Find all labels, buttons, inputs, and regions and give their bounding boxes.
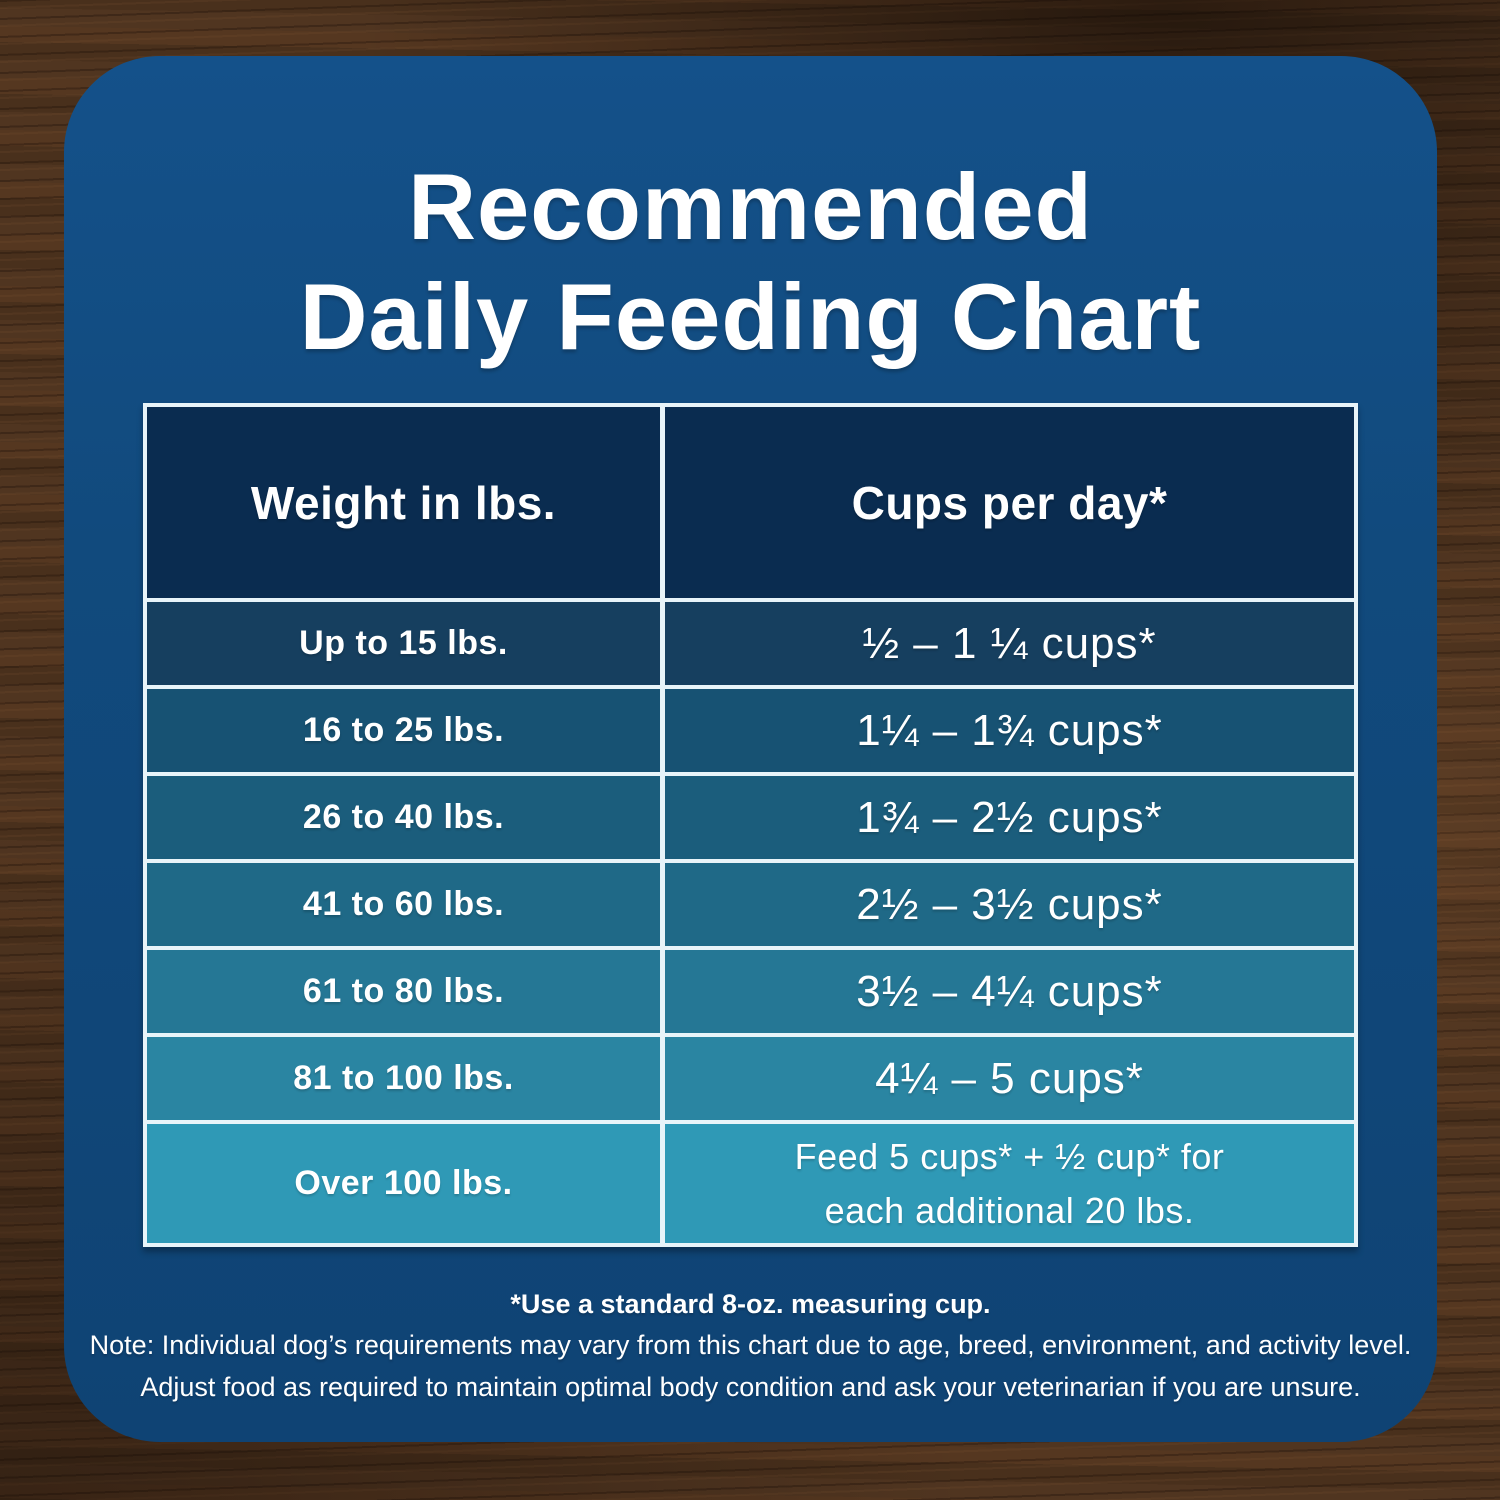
- weight-cell: 26 to 40 lbs.: [147, 776, 660, 859]
- title-line-2: Daily Feeding Chart: [299, 263, 1202, 369]
- cups-cell: Feed 5 cups* + ½ cup* for each additiona…: [665, 1124, 1354, 1243]
- weight-cell: Up to 15 lbs.: [147, 602, 660, 685]
- cups-cell: 3½ – 4¼ cups*: [665, 950, 1354, 1033]
- table-header-row: Weight in lbs. Cups per day*: [147, 407, 1354, 598]
- cups-cell: 2½ – 3½ cups*: [665, 863, 1354, 946]
- title-line-1: Recommended: [408, 154, 1093, 259]
- weight-cell: 41 to 60 lbs.: [147, 863, 660, 946]
- variance-note: Note: Individual dog’s requirements may …: [89, 1330, 1412, 1361]
- feeding-chart-card: Recommended Daily Feeding Chart Weight in…: [64, 56, 1437, 1442]
- table-row: 26 to 40 lbs. 1¾ – 2½ cups*: [147, 776, 1354, 859]
- column-header-cups: Cups per day*: [665, 407, 1354, 598]
- table-row: 16 to 25 lbs. 1¼ – 1¾ cups*: [147, 689, 1354, 772]
- weight-cell: 81 to 100 lbs.: [147, 1037, 660, 1120]
- adjust-note: Adjust food as required to maintain opti…: [140, 1371, 1361, 1402]
- footnotes: *Use a standard 8-oz. measuring cup. Not…: [64, 1288, 1437, 1403]
- weight-cell: 61 to 80 lbs.: [147, 950, 660, 1033]
- cups-cell: 4¼ – 5 cups*: [665, 1037, 1354, 1120]
- cups-cell: 1¼ – 1¾ cups*: [665, 689, 1354, 772]
- table-row: Up to 15 lbs. ½ – 1 ¼ cups*: [147, 602, 1354, 685]
- table-row: 61 to 80 lbs. 3½ – 4¼ cups*: [147, 950, 1354, 1033]
- page-title: Recommended Daily Feeding Chart: [64, 152, 1437, 372]
- table-row: 81 to 100 lbs. 4¼ – 5 cups*: [147, 1037, 1354, 1120]
- table-row: 41 to 60 lbs. 2½ – 3½ cups*: [147, 863, 1354, 946]
- column-header-weight: Weight in lbs.: [147, 407, 660, 598]
- weight-cell: Over 100 lbs.: [147, 1124, 660, 1243]
- table-row: Over 100 lbs. Feed 5 cups* + ½ cup* for e…: [147, 1124, 1354, 1243]
- cups-cell: ½ – 1 ¼ cups*: [665, 602, 1354, 685]
- feeding-table: Weight in lbs. Cups per day* Up to 15 lb…: [143, 403, 1358, 1247]
- weight-cell: 16 to 25 lbs.: [147, 689, 660, 772]
- measuring-cup-note: *Use a standard 8-oz. measuring cup.: [510, 1289, 991, 1319]
- cups-cell: 1¾ – 2½ cups*: [665, 776, 1354, 859]
